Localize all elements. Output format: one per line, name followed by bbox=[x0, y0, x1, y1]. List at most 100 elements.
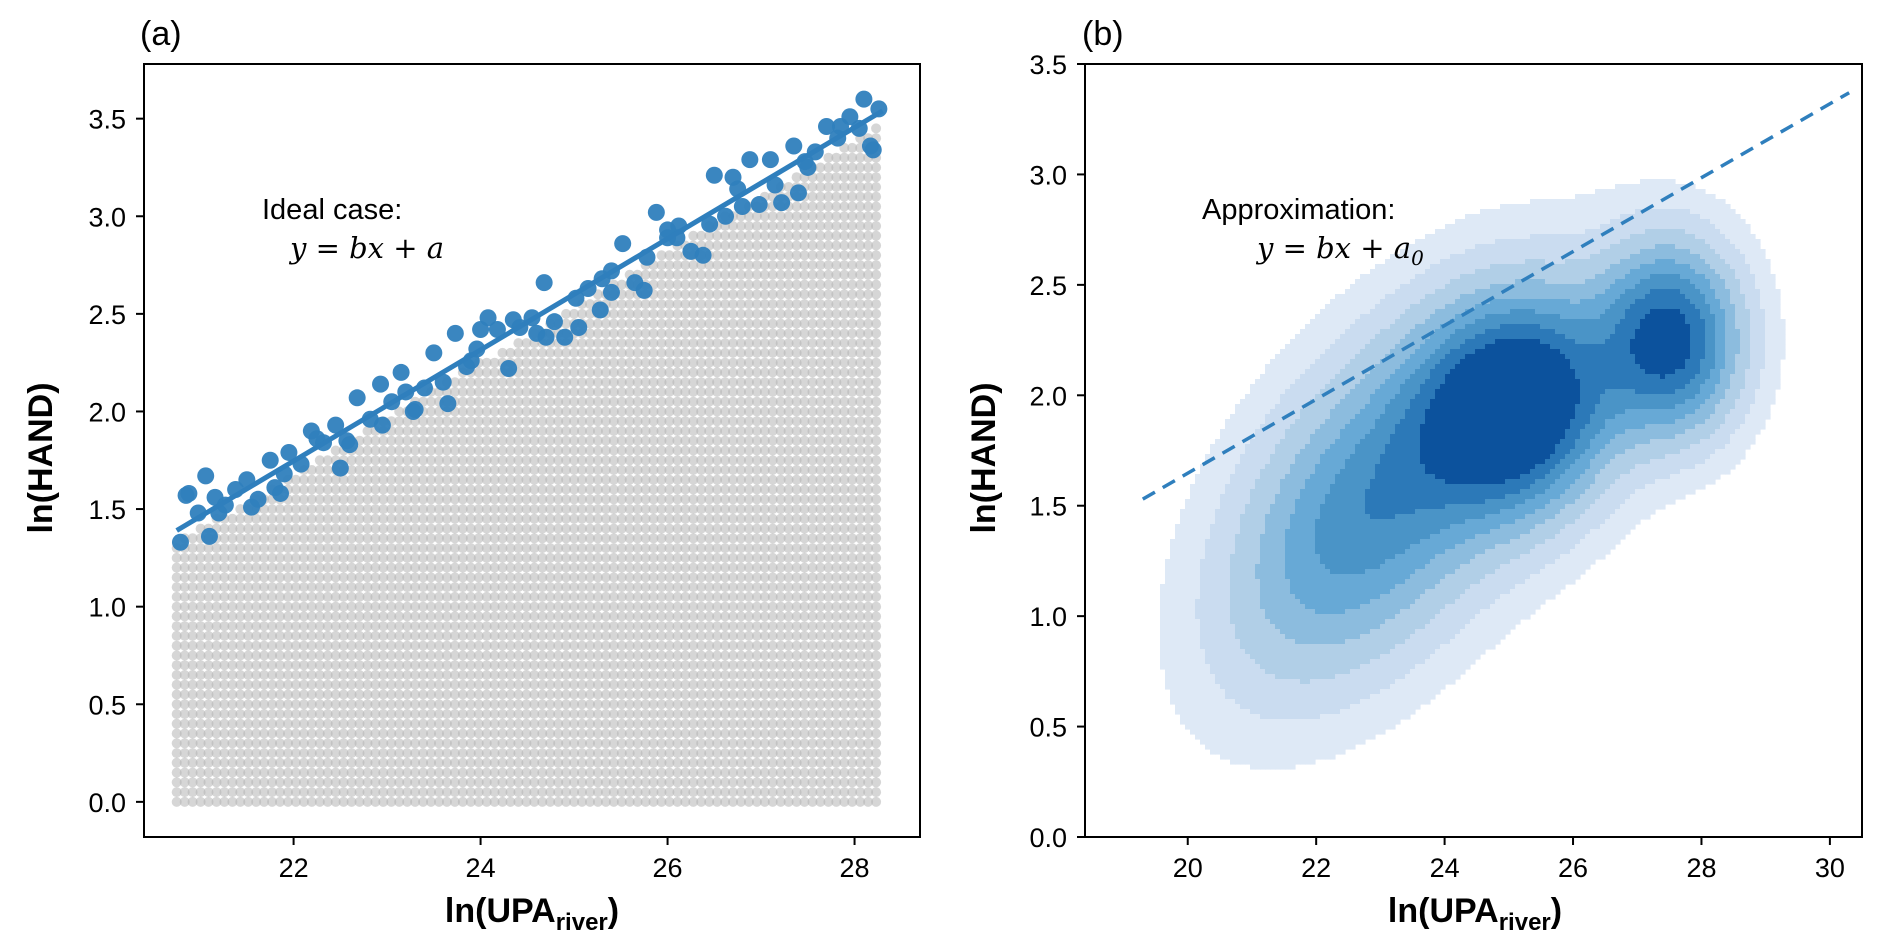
kde-cell bbox=[1675, 184, 1681, 190]
kde-cell bbox=[1605, 189, 1611, 195]
gray-point bbox=[259, 787, 270, 798]
kde-cell bbox=[1500, 219, 1506, 225]
kde-cell bbox=[1565, 209, 1571, 215]
gray-point bbox=[283, 523, 293, 534]
kde-cell bbox=[1555, 199, 1561, 205]
gray-point bbox=[243, 728, 254, 739]
gray-point bbox=[306, 543, 317, 554]
kde-cell bbox=[1605, 239, 1611, 245]
kde-cell bbox=[1605, 204, 1611, 210]
kde-cell bbox=[1535, 214, 1541, 220]
gray-point bbox=[259, 718, 270, 729]
gray-point bbox=[259, 640, 270, 651]
kde-cell bbox=[1575, 199, 1581, 205]
gray-point bbox=[267, 533, 278, 544]
gray-point bbox=[871, 601, 882, 612]
kde-cell bbox=[1475, 224, 1481, 230]
kde-cell bbox=[1485, 234, 1491, 240]
gray-point bbox=[235, 767, 246, 778]
kde-cell bbox=[1530, 239, 1536, 245]
gray-point bbox=[227, 543, 238, 554]
kde-cell bbox=[1540, 214, 1546, 220]
kde-cell bbox=[1535, 234, 1541, 240]
gray-point bbox=[275, 728, 285, 739]
gray-point bbox=[283, 601, 293, 612]
gray-point bbox=[211, 796, 222, 807]
kde-cell bbox=[1650, 184, 1656, 190]
gray-point bbox=[171, 562, 182, 573]
gray-point bbox=[298, 562, 309, 573]
kde-cell bbox=[1705, 224, 1711, 230]
gray-point bbox=[283, 504, 293, 515]
gray-point bbox=[871, 347, 882, 358]
kde-cell bbox=[1635, 229, 1641, 235]
kde-cell bbox=[1665, 229, 1671, 235]
gray-point bbox=[306, 465, 317, 475]
gray-point bbox=[187, 640, 198, 651]
gray-point bbox=[306, 767, 317, 778]
gray-point bbox=[871, 201, 882, 212]
gray-point bbox=[871, 718, 882, 729]
kde-cell bbox=[1620, 199, 1626, 205]
kde-cell bbox=[1480, 239, 1486, 245]
upper-point bbox=[243, 498, 261, 516]
kde-cell bbox=[1645, 199, 1651, 205]
kde-cell bbox=[1685, 219, 1691, 225]
gray-point bbox=[235, 533, 246, 544]
kde-cell bbox=[1580, 214, 1586, 220]
upper-point bbox=[773, 194, 791, 212]
upper-point bbox=[446, 324, 464, 342]
kde-cell bbox=[1580, 199, 1586, 205]
gray-point bbox=[267, 767, 278, 778]
kde-cell bbox=[1650, 229, 1656, 235]
kde-cell bbox=[1715, 214, 1721, 220]
gray-point bbox=[171, 709, 182, 719]
gray-point bbox=[195, 767, 206, 778]
gray-point bbox=[251, 552, 262, 563]
kde-cell bbox=[1690, 199, 1696, 205]
kde-cell bbox=[1460, 224, 1466, 230]
gray-point bbox=[203, 543, 214, 554]
kde-cell bbox=[1570, 229, 1576, 235]
kde-cell bbox=[1585, 194, 1591, 200]
kde-cell bbox=[1690, 219, 1696, 225]
gray-point bbox=[179, 650, 190, 661]
kde-cell bbox=[1640, 214, 1646, 220]
kde-cell bbox=[1700, 214, 1706, 220]
gray-point bbox=[275, 611, 285, 622]
kde-cell bbox=[1640, 229, 1646, 235]
gray-point bbox=[171, 718, 182, 729]
kde-cell bbox=[1610, 204, 1616, 210]
gray-point bbox=[275, 777, 285, 788]
gray-point bbox=[275, 796, 285, 807]
gray-point bbox=[267, 650, 278, 661]
gray-point bbox=[290, 552, 301, 563]
gray-point bbox=[314, 611, 325, 622]
upper-point bbox=[200, 527, 218, 545]
kde-cell bbox=[1475, 219, 1481, 225]
kde-cell bbox=[1535, 239, 1541, 245]
gray-point bbox=[871, 484, 882, 495]
kde-cell bbox=[1705, 229, 1711, 235]
kde-cell bbox=[1630, 199, 1636, 205]
kde-cell bbox=[1650, 224, 1656, 230]
gray-point bbox=[871, 591, 882, 602]
kde-cell bbox=[1625, 209, 1631, 215]
gray-point bbox=[203, 630, 214, 641]
gray-point bbox=[219, 748, 230, 759]
gray-point bbox=[259, 689, 270, 700]
gray-point bbox=[259, 650, 270, 661]
gray-point bbox=[227, 591, 238, 602]
gray-point bbox=[259, 543, 270, 554]
kde-cell bbox=[1445, 239, 1451, 245]
kde-cell bbox=[1525, 234, 1531, 240]
gray-point bbox=[171, 630, 182, 641]
gray-point bbox=[314, 533, 325, 544]
gray-point bbox=[187, 777, 198, 788]
gray-point bbox=[298, 494, 309, 505]
gray-point bbox=[203, 601, 214, 612]
gray-point bbox=[267, 552, 278, 563]
kde-cell bbox=[1530, 229, 1536, 235]
gray-point bbox=[195, 757, 206, 768]
gray-point bbox=[235, 552, 246, 563]
